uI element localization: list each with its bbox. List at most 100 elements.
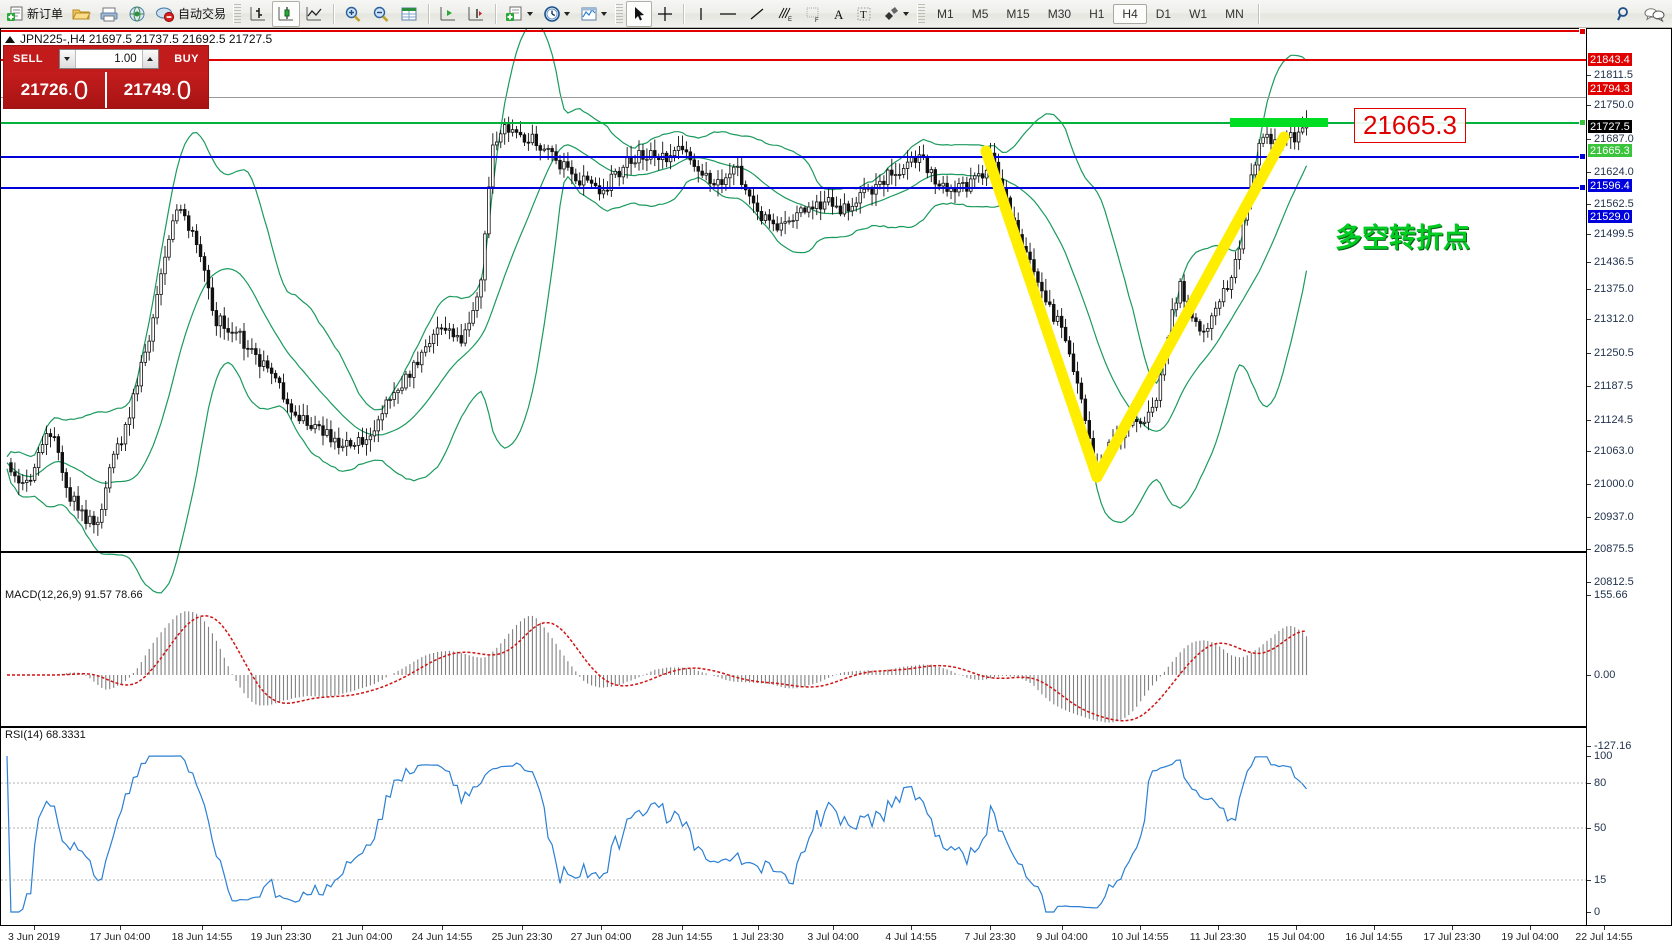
line-chart-button[interactable] bbox=[300, 1, 328, 27]
sell-price-dot: . bbox=[68, 80, 73, 99]
fibonacci-button[interactable]: E bbox=[771, 1, 799, 27]
price-tick: 100 bbox=[1587, 750, 1672, 762]
v-pattern-drawing[interactable] bbox=[1, 29, 1401, 589]
bar-chart-button[interactable] bbox=[244, 1, 272, 27]
chart-plot-area[interactable] bbox=[1, 29, 1586, 919]
time-tick bbox=[1604, 926, 1605, 930]
new-order-button[interactable]: 新订单 bbox=[2, 1, 67, 27]
timeframe-m5[interactable]: M5 bbox=[971, 6, 989, 21]
time-axis[interactable]: 3 Jun 2019 17 Jun 04:00 18 Jun 14:55 19 Jun… bbox=[0, 925, 1672, 951]
chat-button[interactable] bbox=[1638, 1, 1670, 27]
trendline-button[interactable] bbox=[743, 1, 771, 27]
buy-level-line[interactable] bbox=[1, 122, 1587, 124]
price-tick: 21000.0 bbox=[1587, 478, 1672, 490]
horizontal-line-button[interactable] bbox=[713, 1, 743, 27]
support-level-line-1[interactable] bbox=[1, 156, 1587, 158]
template-button[interactable] bbox=[501, 1, 538, 27]
resistance-level-line-1[interactable] bbox=[1, 30, 1587, 32]
volume-value[interactable]: 1.00 bbox=[114, 53, 137, 65]
price-badge[interactable]: 21665.3 bbox=[1588, 144, 1632, 157]
main-toolbar: 新订单 bbox=[0, 0, 1672, 28]
price-scale[interactable]: 21811.5 21750.0 21687.0 21624.0 21562.5 21499… bbox=[1586, 29, 1671, 950]
price-tick: 21436.5 bbox=[1587, 256, 1672, 268]
price-callout-annotation[interactable]: 21665.3 bbox=[1354, 108, 1466, 143]
search-icon bbox=[1614, 5, 1634, 23]
globe-button[interactable] bbox=[123, 1, 151, 27]
candlestick-chart-button[interactable] bbox=[272, 0, 301, 27]
breakout-highlight-bar[interactable] bbox=[1230, 118, 1328, 127]
level-handle-2[interactable] bbox=[1579, 119, 1586, 126]
text-label-button[interactable]: T bbox=[851, 1, 877, 27]
time-label: 18 Jun 14:55 bbox=[171, 931, 233, 943]
timeframe-m15[interactable]: M15 bbox=[1006, 6, 1030, 21]
timeframe-d1[interactable]: D1 bbox=[1155, 6, 1172, 21]
crosshair-button[interactable] bbox=[652, 1, 678, 27]
shift-icon bbox=[438, 5, 458, 23]
timeframe-h4[interactable]: H4 bbox=[1113, 3, 1147, 24]
chevron-down-icon-2[interactable] bbox=[562, 5, 571, 23]
time-tick bbox=[911, 926, 912, 930]
price-badge[interactable]: 21843.4 bbox=[1588, 53, 1632, 66]
support-level-line-2[interactable] bbox=[1, 187, 1587, 189]
price-tick: 0.00 bbox=[1587, 669, 1672, 681]
text-button[interactable]: A bbox=[827, 1, 851, 27]
level-handle-4[interactable] bbox=[1579, 184, 1586, 191]
chevron-down-icon[interactable] bbox=[525, 5, 534, 23]
turning-point-annotation[interactable]: 多空转折点 bbox=[1335, 223, 1470, 253]
chart-window[interactable]: JPN225-,H4 21697.5 21737.5 21692.5 21727… bbox=[0, 28, 1672, 951]
search-button[interactable] bbox=[1610, 1, 1638, 27]
new-order-label: 新订单 bbox=[27, 7, 64, 21]
one-click-top-row: SELL 1.00 BUY bbox=[4, 46, 208, 72]
volume-increment-button[interactable] bbox=[141, 50, 158, 68]
cursor-button[interactable] bbox=[626, 0, 653, 27]
time-tick bbox=[1530, 926, 1531, 930]
sell-label: SELL bbox=[13, 53, 44, 65]
chart-shift-button[interactable] bbox=[434, 1, 462, 27]
resistance-level-line-2[interactable] bbox=[1, 59, 1587, 61]
data-window-button[interactable] bbox=[395, 1, 423, 27]
shapes-button[interactable] bbox=[877, 1, 914, 27]
chart-menu-icon[interactable] bbox=[5, 35, 15, 43]
chevron-down-icon-3[interactable] bbox=[599, 5, 608, 23]
timeframe-mn[interactable]: MN bbox=[1225, 6, 1244, 21]
print-button[interactable] bbox=[95, 1, 123, 27]
vertical-line-button[interactable] bbox=[689, 1, 713, 27]
time-label: 19 Jul 04:00 bbox=[1501, 931, 1559, 943]
volume-decrement-button[interactable] bbox=[59, 50, 76, 68]
price-badge[interactable]: 21596.4 bbox=[1588, 179, 1632, 192]
chat-icon bbox=[1642, 5, 1666, 23]
macd-label: MACD(12,26,9) 91.57 78.66 bbox=[5, 589, 143, 601]
auto-scroll-button[interactable] bbox=[462, 1, 490, 27]
toolbar-divider-5 bbox=[1257, 3, 1259, 24]
indicators-button[interactable] bbox=[575, 1, 612, 27]
zoom-in-button[interactable] bbox=[339, 1, 367, 27]
buy-button[interactable]: 21749 . 0 bbox=[107, 72, 208, 108]
timeframe-h1[interactable]: H1 bbox=[1089, 6, 1105, 21]
sell-price-integer: 21726 bbox=[20, 80, 69, 99]
timeframe-m1[interactable]: M1 bbox=[937, 6, 954, 21]
sell-button[interactable]: 21726 . 0 bbox=[4, 72, 107, 108]
period-button[interactable] bbox=[538, 1, 575, 27]
one-click-trading-panel[interactable]: SELL 1.00 BUY 21726 . 0 21749 . 0 bbox=[3, 45, 209, 109]
current-price-line[interactable] bbox=[1, 97, 1587, 98]
toolbar-separator bbox=[233, 3, 242, 24]
zoom-out-button[interactable] bbox=[367, 1, 395, 27]
price-badge[interactable]: 21794.3 bbox=[1588, 82, 1632, 95]
price-badge[interactable]: 21529.0 bbox=[1588, 210, 1632, 223]
time-label: 28 Jun 14:55 bbox=[651, 931, 713, 943]
timeframe-w1[interactable]: W1 bbox=[1189, 6, 1208, 21]
equidistant-channel-button[interactable]: F bbox=[799, 1, 827, 27]
level-handle-3[interactable] bbox=[1579, 153, 1586, 160]
chevron-down-icon-4[interactable] bbox=[901, 5, 910, 23]
price-tick: 20875.5 bbox=[1587, 543, 1672, 555]
volume-stepper[interactable]: 1.00 bbox=[58, 49, 159, 69]
svg-text:T: T bbox=[860, 9, 867, 21]
level-handle-1[interactable] bbox=[1579, 28, 1586, 35]
folder-button[interactable] bbox=[67, 1, 95, 27]
toolbar-divider-2 bbox=[428, 3, 430, 24]
timeframe-m30[interactable]: M30 bbox=[1047, 6, 1072, 21]
vline-icon bbox=[693, 5, 709, 23]
autotrading-button[interactable]: 自动交易 bbox=[151, 1, 230, 27]
price-badge[interactable]: 21727.5 bbox=[1588, 120, 1632, 133]
shapes-icon bbox=[881, 5, 901, 23]
